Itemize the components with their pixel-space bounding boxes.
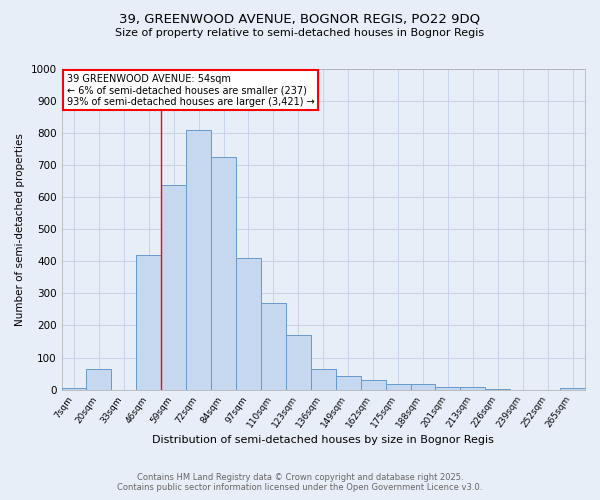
Bar: [436, 387, 460, 390]
X-axis label: Distribution of semi-detached houses by size in Bognor Regis: Distribution of semi-detached houses by …: [152, 435, 494, 445]
Bar: [560, 388, 585, 390]
Bar: [211, 156, 236, 390]
Bar: [485, 388, 510, 390]
Text: 39, GREENWOOD AVENUE, BOGNOR REGIS, PO22 9DQ: 39, GREENWOOD AVENUE, BOGNOR REGIS, PO22…: [119, 12, 481, 26]
Bar: [386, 384, 410, 390]
Bar: [161, 186, 186, 390]
Bar: [460, 387, 485, 390]
Bar: [361, 380, 386, 390]
Bar: [410, 384, 436, 390]
Bar: [236, 258, 261, 390]
Bar: [311, 370, 336, 390]
Text: Size of property relative to semi-detached houses in Bognor Regis: Size of property relative to semi-detach…: [115, 28, 485, 38]
Bar: [86, 370, 112, 390]
Text: 39 GREENWOOD AVENUE: 54sqm
← 6% of semi-detached houses are smaller (237)
93% of: 39 GREENWOOD AVENUE: 54sqm ← 6% of semi-…: [67, 74, 314, 107]
Bar: [261, 303, 286, 390]
Bar: [286, 335, 311, 390]
Bar: [186, 130, 211, 390]
Bar: [62, 388, 86, 390]
Bar: [336, 376, 361, 390]
Bar: [136, 254, 161, 390]
Text: Contains HM Land Registry data © Crown copyright and database right 2025.
Contai: Contains HM Land Registry data © Crown c…: [118, 473, 482, 492]
Y-axis label: Number of semi-detached properties: Number of semi-detached properties: [15, 133, 25, 326]
